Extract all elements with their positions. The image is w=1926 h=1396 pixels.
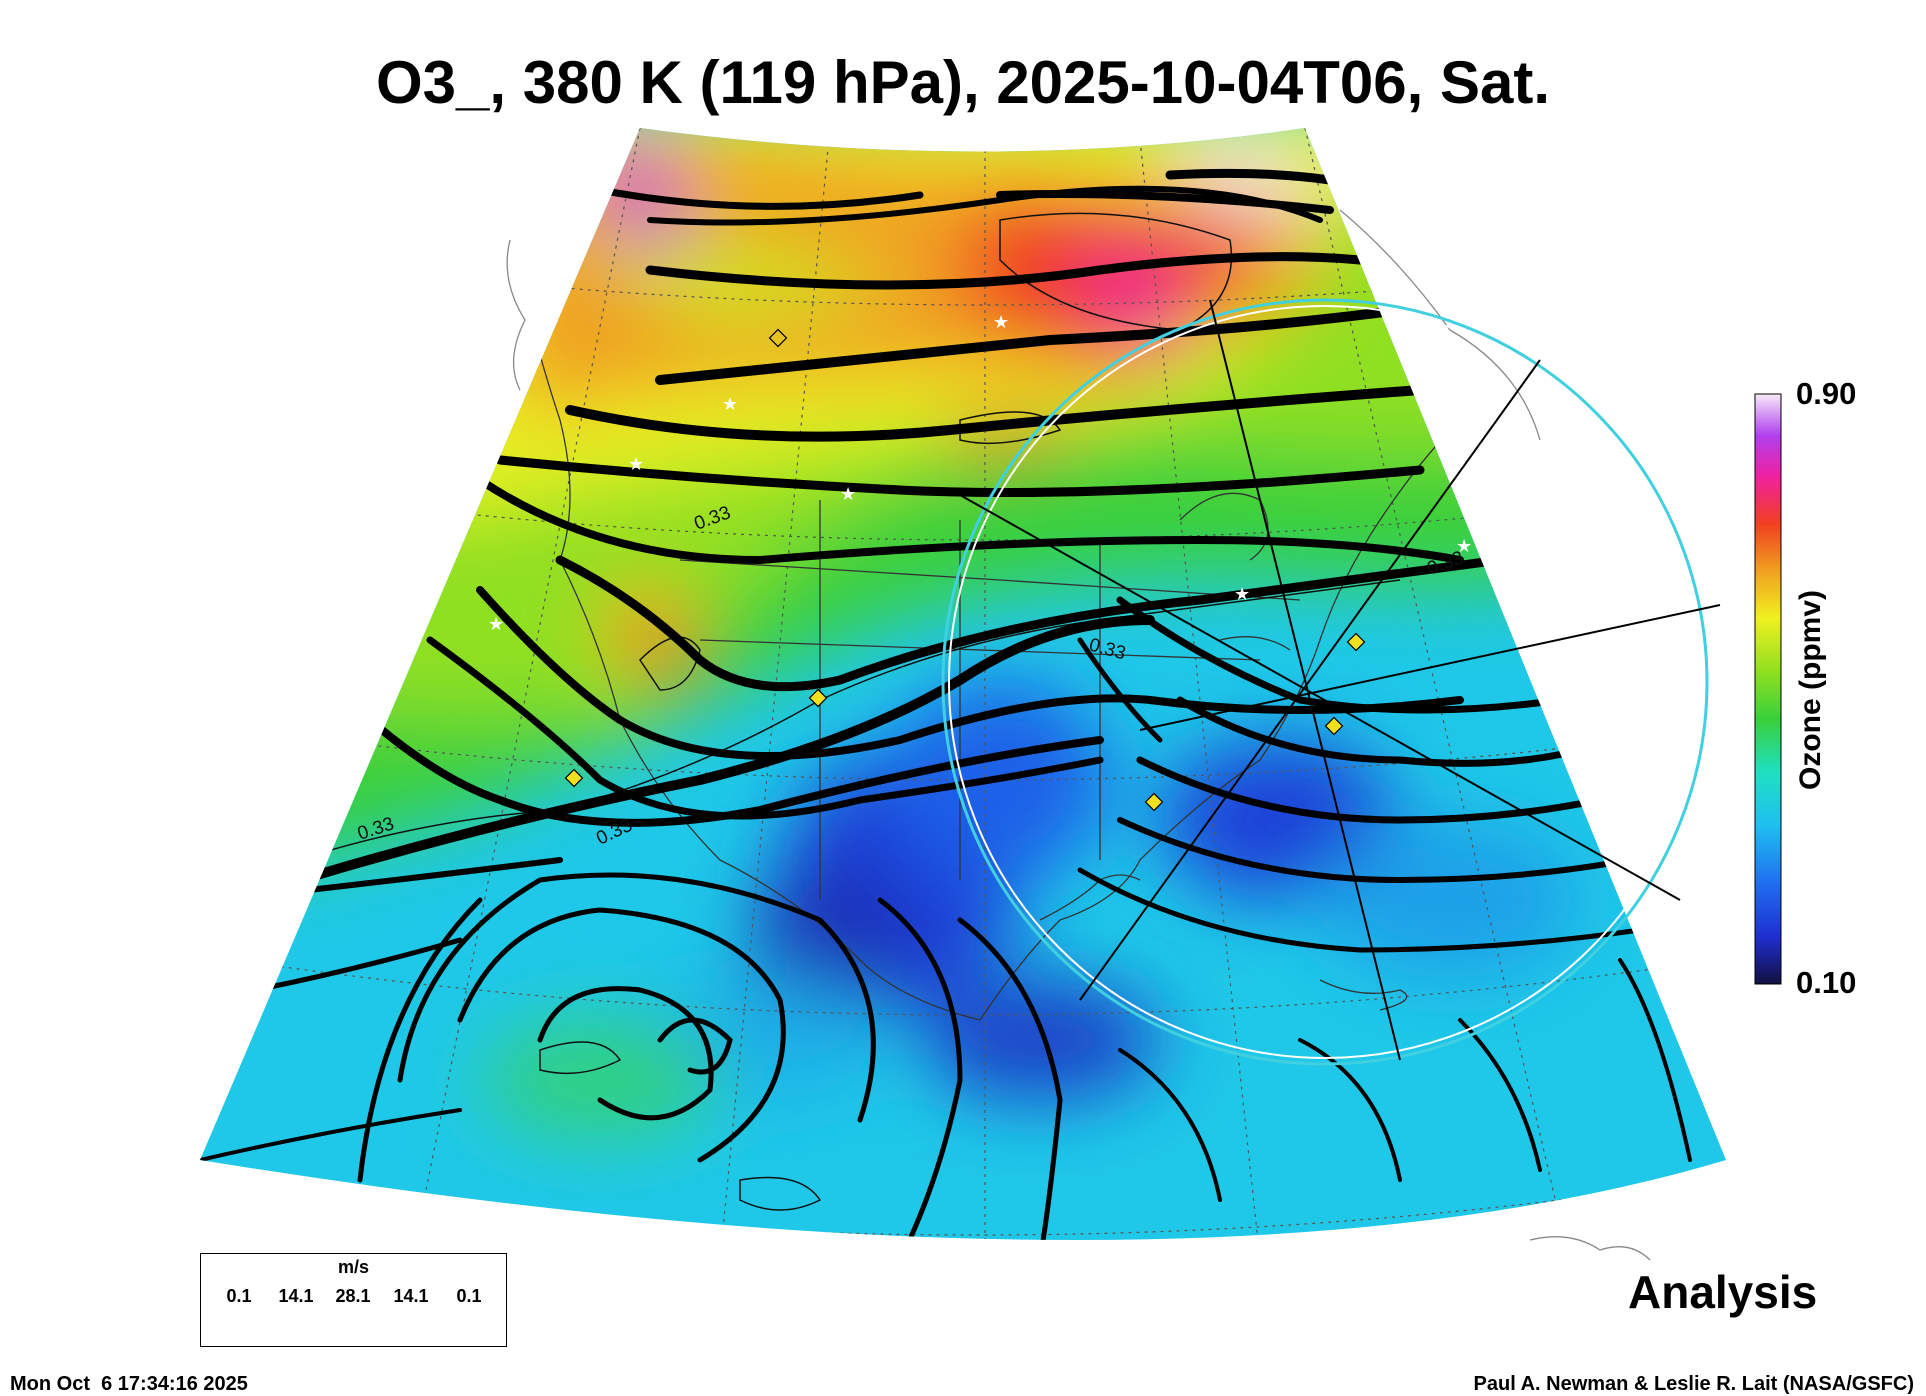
wind-streamlines	[200, 168, 1692, 1240]
timestamp: Mon Oct 6 17:34:16 2025	[10, 1373, 248, 1395]
legend-tick: 14.1	[278, 1286, 314, 1306]
diamond-marker	[1144, 792, 1164, 812]
svg-text:★: ★	[488, 614, 504, 635]
trajectory-overlay	[941, 298, 1721, 1066]
map-title: O3_, 380 K (119 hPa), 2025-10-04T06, Sat…	[375, 49, 1550, 116]
diamond-marker	[808, 688, 828, 708]
svg-text:★: ★	[993, 312, 1009, 333]
diamond-marker	[1346, 632, 1366, 652]
svg-text:★: ★	[840, 484, 856, 505]
analysis-label: Analysis	[1628, 1266, 1818, 1318]
station-markers	[564, 328, 1366, 812]
svg-text:★: ★	[1234, 584, 1250, 605]
outer-coastlines	[506, 209, 1651, 1261]
diamond-marker	[564, 768, 584, 788]
svg-text:★: ★	[1456, 536, 1472, 557]
ozone-field: ★ ★ ★ ★ ★ ★ ★	[200, 128, 1726, 1240]
diamond-marker	[768, 328, 788, 348]
svg-text:★: ★	[722, 394, 738, 415]
legend-tick: 14.1	[393, 1286, 429, 1306]
credit-line: Paul A. Newman & Leslie R. Lait (NASA/GS…	[1473, 1373, 1914, 1395]
colorbar-min-label: 0.10	[1796, 965, 1857, 1000]
legend-tick: 0.1	[226, 1286, 252, 1306]
colorbar-title: Ozone (ppmv)	[1794, 590, 1827, 790]
diamond-marker	[1324, 716, 1344, 736]
wind-speed-legend: m/s 0.1 14.1 28.1 14.1 0.1	[200, 1253, 507, 1347]
svg-text:★: ★	[628, 454, 644, 475]
star-markers: ★ ★ ★ ★ ★ ★ ★	[488, 312, 1472, 635]
legend-tick: 28.1	[335, 1286, 371, 1306]
colorbar-max-label: 0.90	[1796, 376, 1857, 411]
legend-unit: m/s	[337, 1257, 370, 1277]
legend-tick: 0.1	[456, 1286, 482, 1306]
colorbar	[1754, 393, 1782, 985]
